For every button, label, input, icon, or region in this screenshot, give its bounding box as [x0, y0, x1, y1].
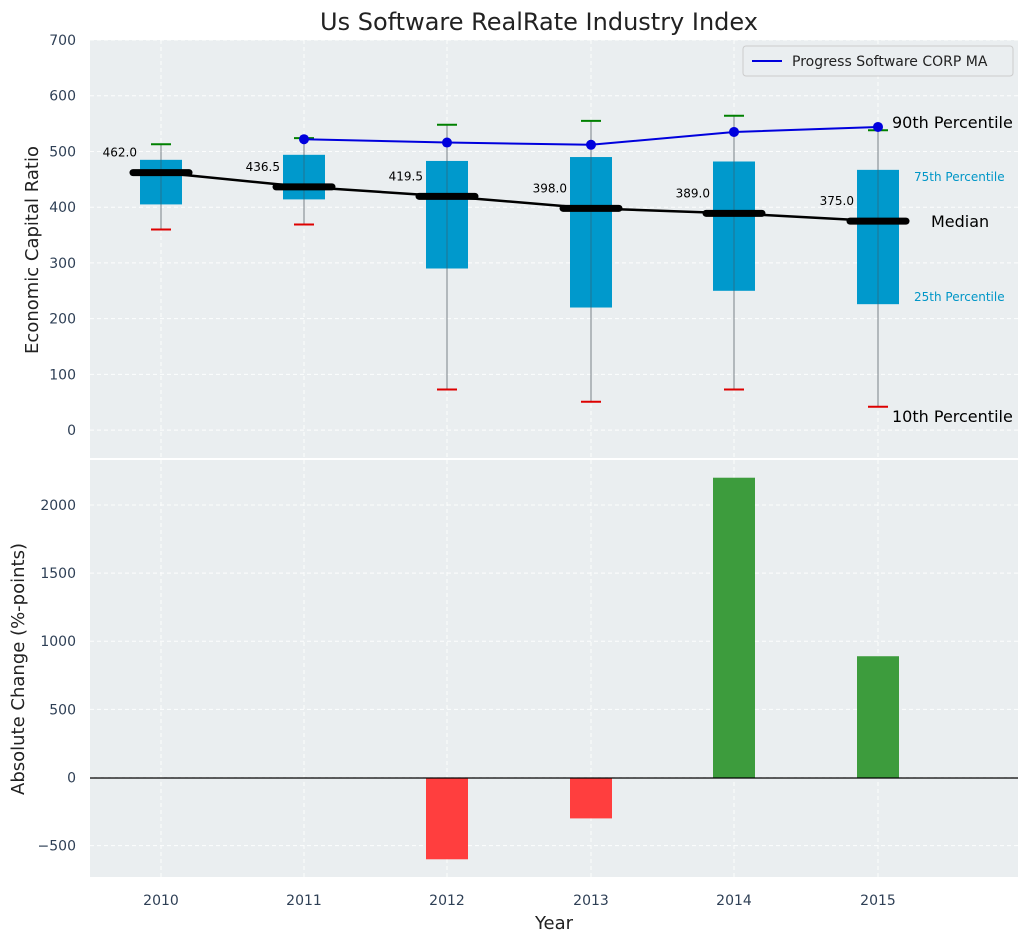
- top-y-tick-label: 400: [49, 200, 76, 216]
- top-y-tick-label: 200: [49, 312, 76, 328]
- annotation-25th-percentile: 25th Percentile: [914, 290, 1005, 304]
- series-line-group: [299, 121, 883, 150]
- legend[interactable]: Progress Software CORP MA: [742, 45, 1014, 77]
- x-tick-label: 2013: [573, 893, 609, 909]
- top-y-tick-label: 100: [49, 367, 76, 383]
- annotation-10th-percentile: 10th Percentile: [892, 407, 1013, 426]
- series-point: [299, 134, 309, 145]
- x-axis-label: Year: [534, 913, 574, 934]
- x-tick-label: 2012: [429, 893, 465, 909]
- change-bars-group: [426, 477, 899, 860]
- bottom-y-ticks: −500 0 500 1000 1500 2000: [38, 498, 76, 855]
- bottom-y-tick-label: −500: [38, 839, 76, 855]
- median-value-label: 419.5: [389, 169, 423, 183]
- series-point: [442, 137, 452, 148]
- top-y-tick-label: 300: [49, 256, 76, 272]
- annotation-75th-percentile: 75th Percentile: [914, 170, 1005, 184]
- bottom-y-tick-label: 0: [67, 771, 76, 787]
- median-trend-line: [160, 171, 879, 223]
- median-value-label: 398.0: [533, 181, 567, 195]
- bottom-y-tick-label: 2000: [40, 498, 76, 514]
- legend-label: Progress Software CORP MA: [792, 54, 988, 70]
- x-ticks: 2010 2011 2012 2013 2014 2015: [143, 893, 896, 909]
- median-value-label: 389.0: [676, 186, 710, 200]
- top-y-tick-label: 0: [67, 423, 76, 439]
- change-bar: [426, 777, 468, 860]
- x-tick-label: 2015: [860, 893, 896, 909]
- top-y-tick-label: 600: [49, 89, 76, 105]
- top-y-tick-label: 700: [49, 33, 76, 49]
- series-point: [729, 126, 739, 137]
- series-point: [873, 121, 883, 132]
- median-value-label: 436.5: [246, 160, 280, 174]
- annotation-90th-percentile: 90th Percentile: [892, 113, 1013, 132]
- bottom-y-tick-label: 500: [49, 702, 76, 718]
- bottom-y-tick-label: 1500: [40, 566, 76, 582]
- change-bar: [713, 477, 755, 778]
- change-bar: [857, 656, 899, 778]
- x-tick-label: 2010: [143, 893, 179, 909]
- change-bar: [570, 777, 612, 819]
- median-trend-group: [160, 171, 879, 223]
- annotation-median: Median: [931, 212, 989, 231]
- chart-title: Us Software RealRate Industry Index: [320, 8, 758, 36]
- median-value-label: 375.0: [820, 194, 854, 208]
- x-tick-label: 2014: [716, 893, 752, 909]
- median-value-label: 462.0: [103, 146, 137, 160]
- bottom-y-tick-label: 1000: [40, 634, 76, 650]
- top-y-axis-label: Economic Capital Ratio: [22, 146, 43, 354]
- bottom-y-axis-label: Absolute Change (%-points): [8, 543, 29, 795]
- x-tick-label: 2011: [286, 893, 322, 909]
- top-y-tick-label: 500: [49, 144, 76, 160]
- series-point: [586, 139, 596, 150]
- legend-frame: [742, 45, 1014, 77]
- top-y-ticks: 0 100 200 300 400 500 600 700: [49, 33, 76, 439]
